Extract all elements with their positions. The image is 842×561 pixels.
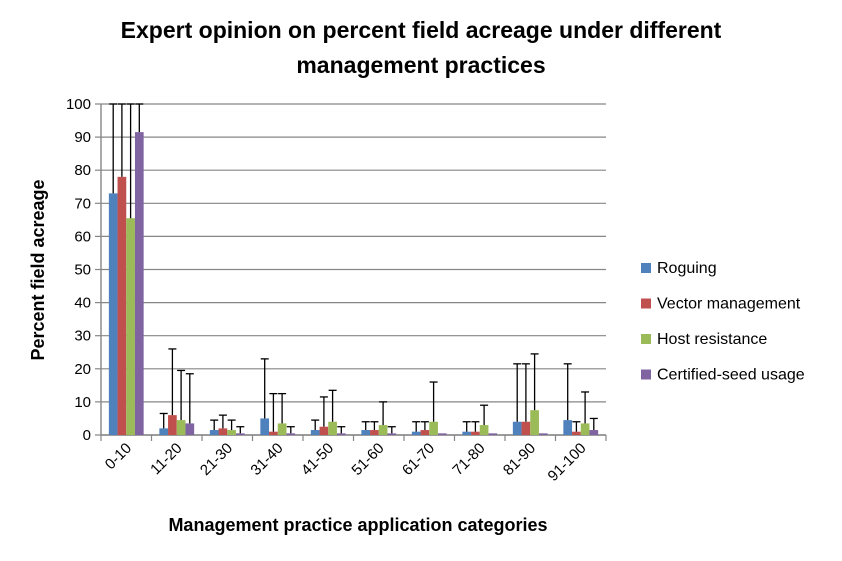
bar-host-resistance-11-20: [176, 420, 186, 435]
x-tick-label: 31-40: [247, 440, 286, 479]
y-tick-label: 100: [66, 96, 91, 113]
bar-roguing-0-10: [108, 193, 118, 435]
bar-host-resistance-41-50: [328, 421, 337, 435]
x-tick-label: 91-100: [545, 440, 590, 485]
legend-label: Vector management: [657, 296, 801, 313]
legend-swatch: [641, 334, 651, 344]
legend: Roguing Vector management Host resistance C…: [641, 260, 805, 384]
x-tick-label: 21-30: [197, 440, 236, 479]
y-tick-label: 90: [74, 129, 91, 146]
bar-certified-seed-usage-71-80: [488, 433, 498, 435]
plot-area: 0 10 20 30 40 50 60 70 80 90 100 0-10 11-20 21-30 31-4…: [66, 96, 607, 485]
bar-vector-management-0-10: [117, 176, 127, 435]
bar-certified-seed-usage-91-100: [589, 430, 599, 435]
bar-vector-management-31-40: [269, 431, 278, 435]
bar-certified-seed-usage-31-40: [286, 433, 296, 435]
chart-title-line-2: management practices: [296, 52, 545, 78]
legend-label: Certified-seed usage: [657, 367, 805, 384]
legend-swatch: [641, 369, 651, 380]
legend-label: Roguing: [657, 260, 717, 277]
legend-label: Host resistance: [657, 331, 767, 348]
bar-roguing-61-70: [411, 431, 421, 435]
bar-certified-seed-usage-81-90: [538, 433, 548, 435]
bar-vector-management-81-90: [521, 421, 531, 435]
bar-host-resistance-51-60: [378, 425, 388, 435]
y-tick-label: 70: [74, 195, 91, 212]
bar-host-resistance-0-10: [126, 218, 135, 435]
bar-host-resistance-91-100: [580, 423, 590, 435]
bar-host-resistance-21-30: [227, 430, 236, 435]
bar-certified-seed-usage-11-20: [185, 423, 195, 435]
x-tick-label: 0-10: [102, 440, 135, 473]
bar-vector-management-41-50: [319, 426, 329, 435]
x-tick-label: 71-80: [449, 440, 488, 479]
bar-vector-management-71-80: [471, 431, 480, 435]
bar-vector-management-21-30: [218, 428, 228, 435]
y-tick-label: 40: [74, 295, 91, 312]
bar-vector-management-51-60: [370, 430, 379, 435]
y-tick-label: 20: [74, 361, 91, 378]
bar-roguing-81-90: [512, 421, 522, 435]
bar-certified-seed-usage-0-10: [134, 132, 144, 435]
y-tick-label: 30: [74, 328, 91, 345]
x-tick-label: 51-60: [348, 440, 387, 479]
y-tick-label: 50: [74, 262, 91, 279]
x-tick-label: 61-70: [399, 440, 438, 479]
bar-roguing-71-80: [462, 431, 472, 435]
chart-title-line-1: Expert opinion on percent field acreage …: [121, 17, 722, 43]
legend-swatch: [641, 298, 651, 309]
bar-vector-management-61-70: [420, 430, 430, 435]
bar-host-resistance-71-80: [479, 425, 489, 435]
bar-roguing-51-60: [361, 430, 371, 435]
y-tick-label: 60: [74, 228, 91, 245]
bar-vector-management-91-100: [572, 431, 581, 435]
bar-certified-seed-usage-41-50: [336, 433, 346, 435]
bar-host-resistance-81-90: [530, 410, 539, 435]
y-tick-label: 0: [83, 427, 91, 444]
bar-roguing-21-30: [209, 430, 219, 435]
x-tick-label: 81-90: [500, 440, 539, 479]
y-tick-label: 80: [74, 162, 91, 179]
y-axis-label: Percent field acreage: [28, 179, 48, 360]
bar-roguing-31-40: [260, 418, 270, 435]
y-tick-label: 10: [74, 394, 91, 411]
x-tick-label: 11-20: [147, 440, 185, 478]
bar-certified-seed-usage-51-60: [387, 433, 397, 435]
bar-roguing-11-20: [159, 428, 169, 435]
legend-swatch: [641, 263, 651, 273]
bar-certified-seed-usage-61-70: [437, 433, 447, 435]
bar-roguing-41-50: [310, 430, 320, 435]
bar-roguing-91-100: [563, 420, 573, 435]
x-tick-label: 41-50: [298, 440, 337, 479]
bar-host-resistance-61-70: [429, 421, 438, 435]
x-axis-label: Management practice application categori…: [168, 515, 547, 535]
bar-certified-seed-usage-21-30: [235, 433, 245, 435]
bar-host-resistance-31-40: [277, 423, 287, 435]
bar-vector-management-11-20: [168, 415, 177, 435]
